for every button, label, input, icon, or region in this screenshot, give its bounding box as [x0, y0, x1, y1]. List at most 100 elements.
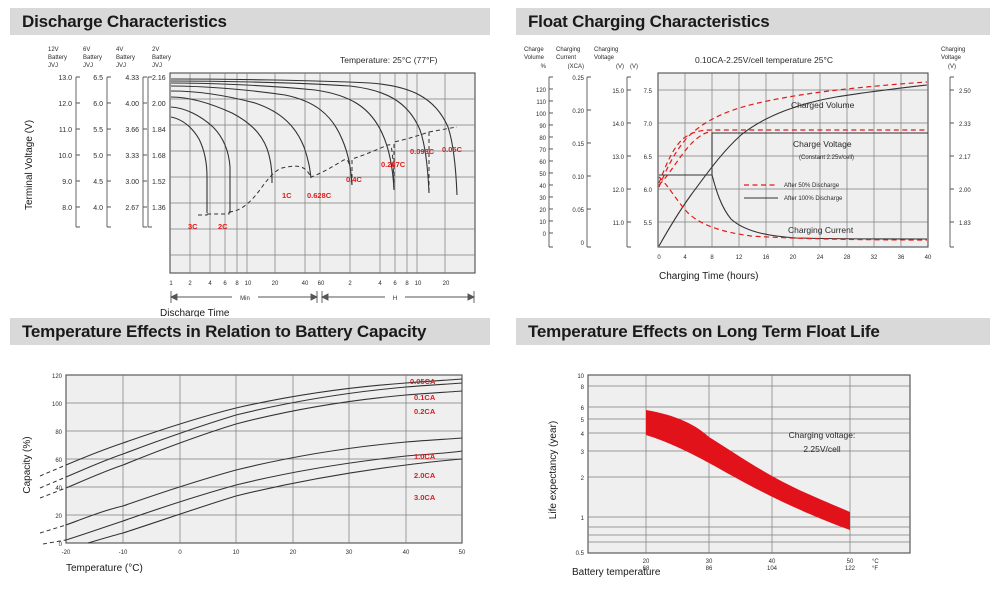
panel-discharge-title: Discharge Characteristics — [22, 11, 227, 31]
dx-t2: 4 — [208, 281, 212, 287]
discharge-label-0093c: 0.093C — [410, 147, 435, 156]
fs0-t11: 10 — [539, 220, 546, 226]
scale-6v-t1: 6.0 — [93, 101, 103, 108]
float-annotation-charged-volume: Charged Volume — [791, 100, 855, 110]
discharge-min-label: Min — [240, 296, 250, 302]
float-gridlines — [658, 73, 928, 247]
fs1-t5: 0 — [581, 241, 585, 247]
frs-t2: 2.17 — [959, 155, 971, 161]
fs1-unit: (XCA) — [568, 64, 584, 70]
panel-discharge-plot: 12V Battery JVJ 13.0 12.0 11.0 10.0 9.0 … — [10, 35, 490, 325]
fs1-h1: Charging — [556, 47, 580, 53]
scale-4v-t5: 2.67 — [125, 205, 139, 212]
scale-6v-head2: Battery — [83, 55, 102, 61]
panel-discharge-header: Discharge Characteristics — [10, 8, 490, 35]
capacity-label-20ca: 2.0CA — [414, 471, 436, 480]
panel-float-charging: Float Charging Characteristics Charge Vo… — [516, 8, 990, 298]
floatlife-gridlines — [588, 375, 910, 553]
floatlife-annotation-line1: Charging voltage: — [789, 430, 856, 440]
fs0-t4: 80 — [539, 136, 546, 142]
fly-t7: 1 — [581, 516, 585, 522]
fs2-t3: 12.0 — [612, 188, 624, 194]
frs-t3: 2.00 — [959, 188, 971, 194]
fly-t2: 6 — [581, 406, 585, 412]
scale-4v-t1: 4.00 — [125, 101, 139, 108]
dx-t12: 8 — [405, 281, 409, 287]
floatlife-y-axis-label: Life expectancy (year) — [548, 421, 559, 519]
fx-t5: 20 — [790, 255, 797, 261]
fx-t8: 32 — [871, 255, 878, 261]
scale-2v-t5: 1.36 — [152, 205, 166, 212]
flx-f2: 104 — [767, 566, 778, 572]
fs2-t4: 11.0 — [613, 221, 625, 227]
fs2-t1: 14.0 — [612, 122, 624, 128]
float-condition-note: 0.10CA-2.25V/cell temperature 25°C — [695, 55, 833, 65]
cx-t5: 30 — [346, 550, 353, 556]
flx-unit-f: °F — [872, 566, 878, 572]
scale-4v-head1: 4V — [116, 47, 123, 53]
cx-t7: 50 — [459, 550, 466, 556]
fs1-t2: 0.15 — [572, 142, 584, 148]
scale-4v-t4: 3.00 — [125, 179, 139, 186]
discharge-cutoff-envelope — [198, 126, 458, 216]
float-annotation-charge-voltage: Charge Voltage — [793, 139, 852, 149]
capacity-label-01ca: 0.1CA — [414, 393, 436, 402]
float-scale-charging-voltage: Charging Voltage (V) 15.0 14.0 13.0 12.0… — [594, 47, 631, 248]
cx-t0: -20 — [62, 550, 71, 556]
discharge-label-2c: 2C — [218, 222, 228, 231]
cy-t6: 0 — [59, 542, 63, 548]
scale-4v-head3: JVJ — [116, 63, 126, 69]
panel-capacity: Temperature Effects in Relation to Batte… — [10, 318, 490, 573]
cy-t1: 100 — [52, 402, 63, 408]
scale-4v-t2: 3.66 — [125, 127, 139, 134]
dx-t9: 2 — [348, 281, 352, 287]
frs-h1: Charging — [941, 47, 965, 53]
fs0-t2: 100 — [536, 112, 547, 118]
fly-t4: 4 — [581, 432, 585, 438]
fs0-t6: 60 — [539, 160, 546, 166]
scale-2v-t1: 2.00 — [152, 101, 166, 108]
scale-6v-head1: 6V — [83, 47, 90, 53]
fly-t6: 2 — [581, 476, 585, 482]
float-legend-label-0: After 50% Discharge — [784, 183, 840, 189]
fs3-unit: (V) — [630, 64, 638, 70]
scale-12v-t2: 11.0 — [59, 127, 72, 134]
dx-t5: 10 — [245, 281, 252, 287]
fs1-t3: 0.10 — [572, 175, 584, 181]
fx-t4: 16 — [763, 255, 770, 261]
dx-t3: 6 — [223, 281, 227, 287]
frs-t4: 1.83 — [959, 221, 971, 227]
discharge-x-axis-label: Discharge Time — [160, 308, 230, 317]
fs0-t8: 40 — [539, 184, 546, 190]
panel-float-life-title: Temperature Effects on Long Term Float L… — [528, 321, 880, 341]
fs0-t3: 90 — [539, 124, 546, 130]
float-scale-charging-current: Charging Current (XCA) 0.25 0.20 0.15 0.… — [556, 47, 591, 248]
fx-t2: 8 — [710, 255, 714, 261]
fs0-t0: 120 — [536, 88, 547, 94]
fx-t9: 36 — [898, 255, 905, 261]
flx-c1: 30 — [706, 559, 713, 565]
discharge-label-0207c: 0.207C — [381, 160, 406, 169]
scale-12v-t3: 10.0 — [58, 153, 72, 160]
fs0-h1: Charge — [524, 47, 544, 53]
discharge-curves — [170, 78, 458, 213]
cx-t4: 20 — [290, 550, 297, 556]
float-scale-right-voltage: Charging Voltage (V) 2.50 2.33 2.17 2.00… — [941, 47, 971, 248]
floatlife-annotation-line2: 2.25V/cell — [803, 444, 840, 454]
scale-2v-head1: 2V — [152, 47, 159, 53]
fs0-unit: % — [541, 64, 547, 70]
fx-t1: 4 — [683, 255, 687, 261]
discharge-scale-4v: 4V Battery JVJ 4.33 4.00 3.66 3.33 3.00 … — [116, 47, 147, 228]
fs2-t2: 13.0 — [612, 155, 624, 161]
dx-t7: 40 — [302, 281, 309, 287]
discharge-label-3c: 3C — [188, 222, 198, 231]
scale-6v-t4: 4.5 — [93, 179, 103, 186]
panel-float-header: Float Charging Characteristics — [516, 8, 990, 35]
discharge-label-0628c: 0.628C — [307, 191, 332, 200]
float-legend-label-1: After 100% Discharge — [784, 196, 843, 202]
scale-12v-t4: 9.0 — [62, 179, 72, 186]
panel-capacity-header: Temperature Effects in Relation to Batte… — [10, 318, 490, 345]
discharge-plot-frame — [169, 72, 476, 274]
fs2-unit: (V) — [616, 64, 624, 70]
floatlife-x-ticks: 20 68 30 86 40 104 50 122 °C °F — [643, 559, 880, 572]
